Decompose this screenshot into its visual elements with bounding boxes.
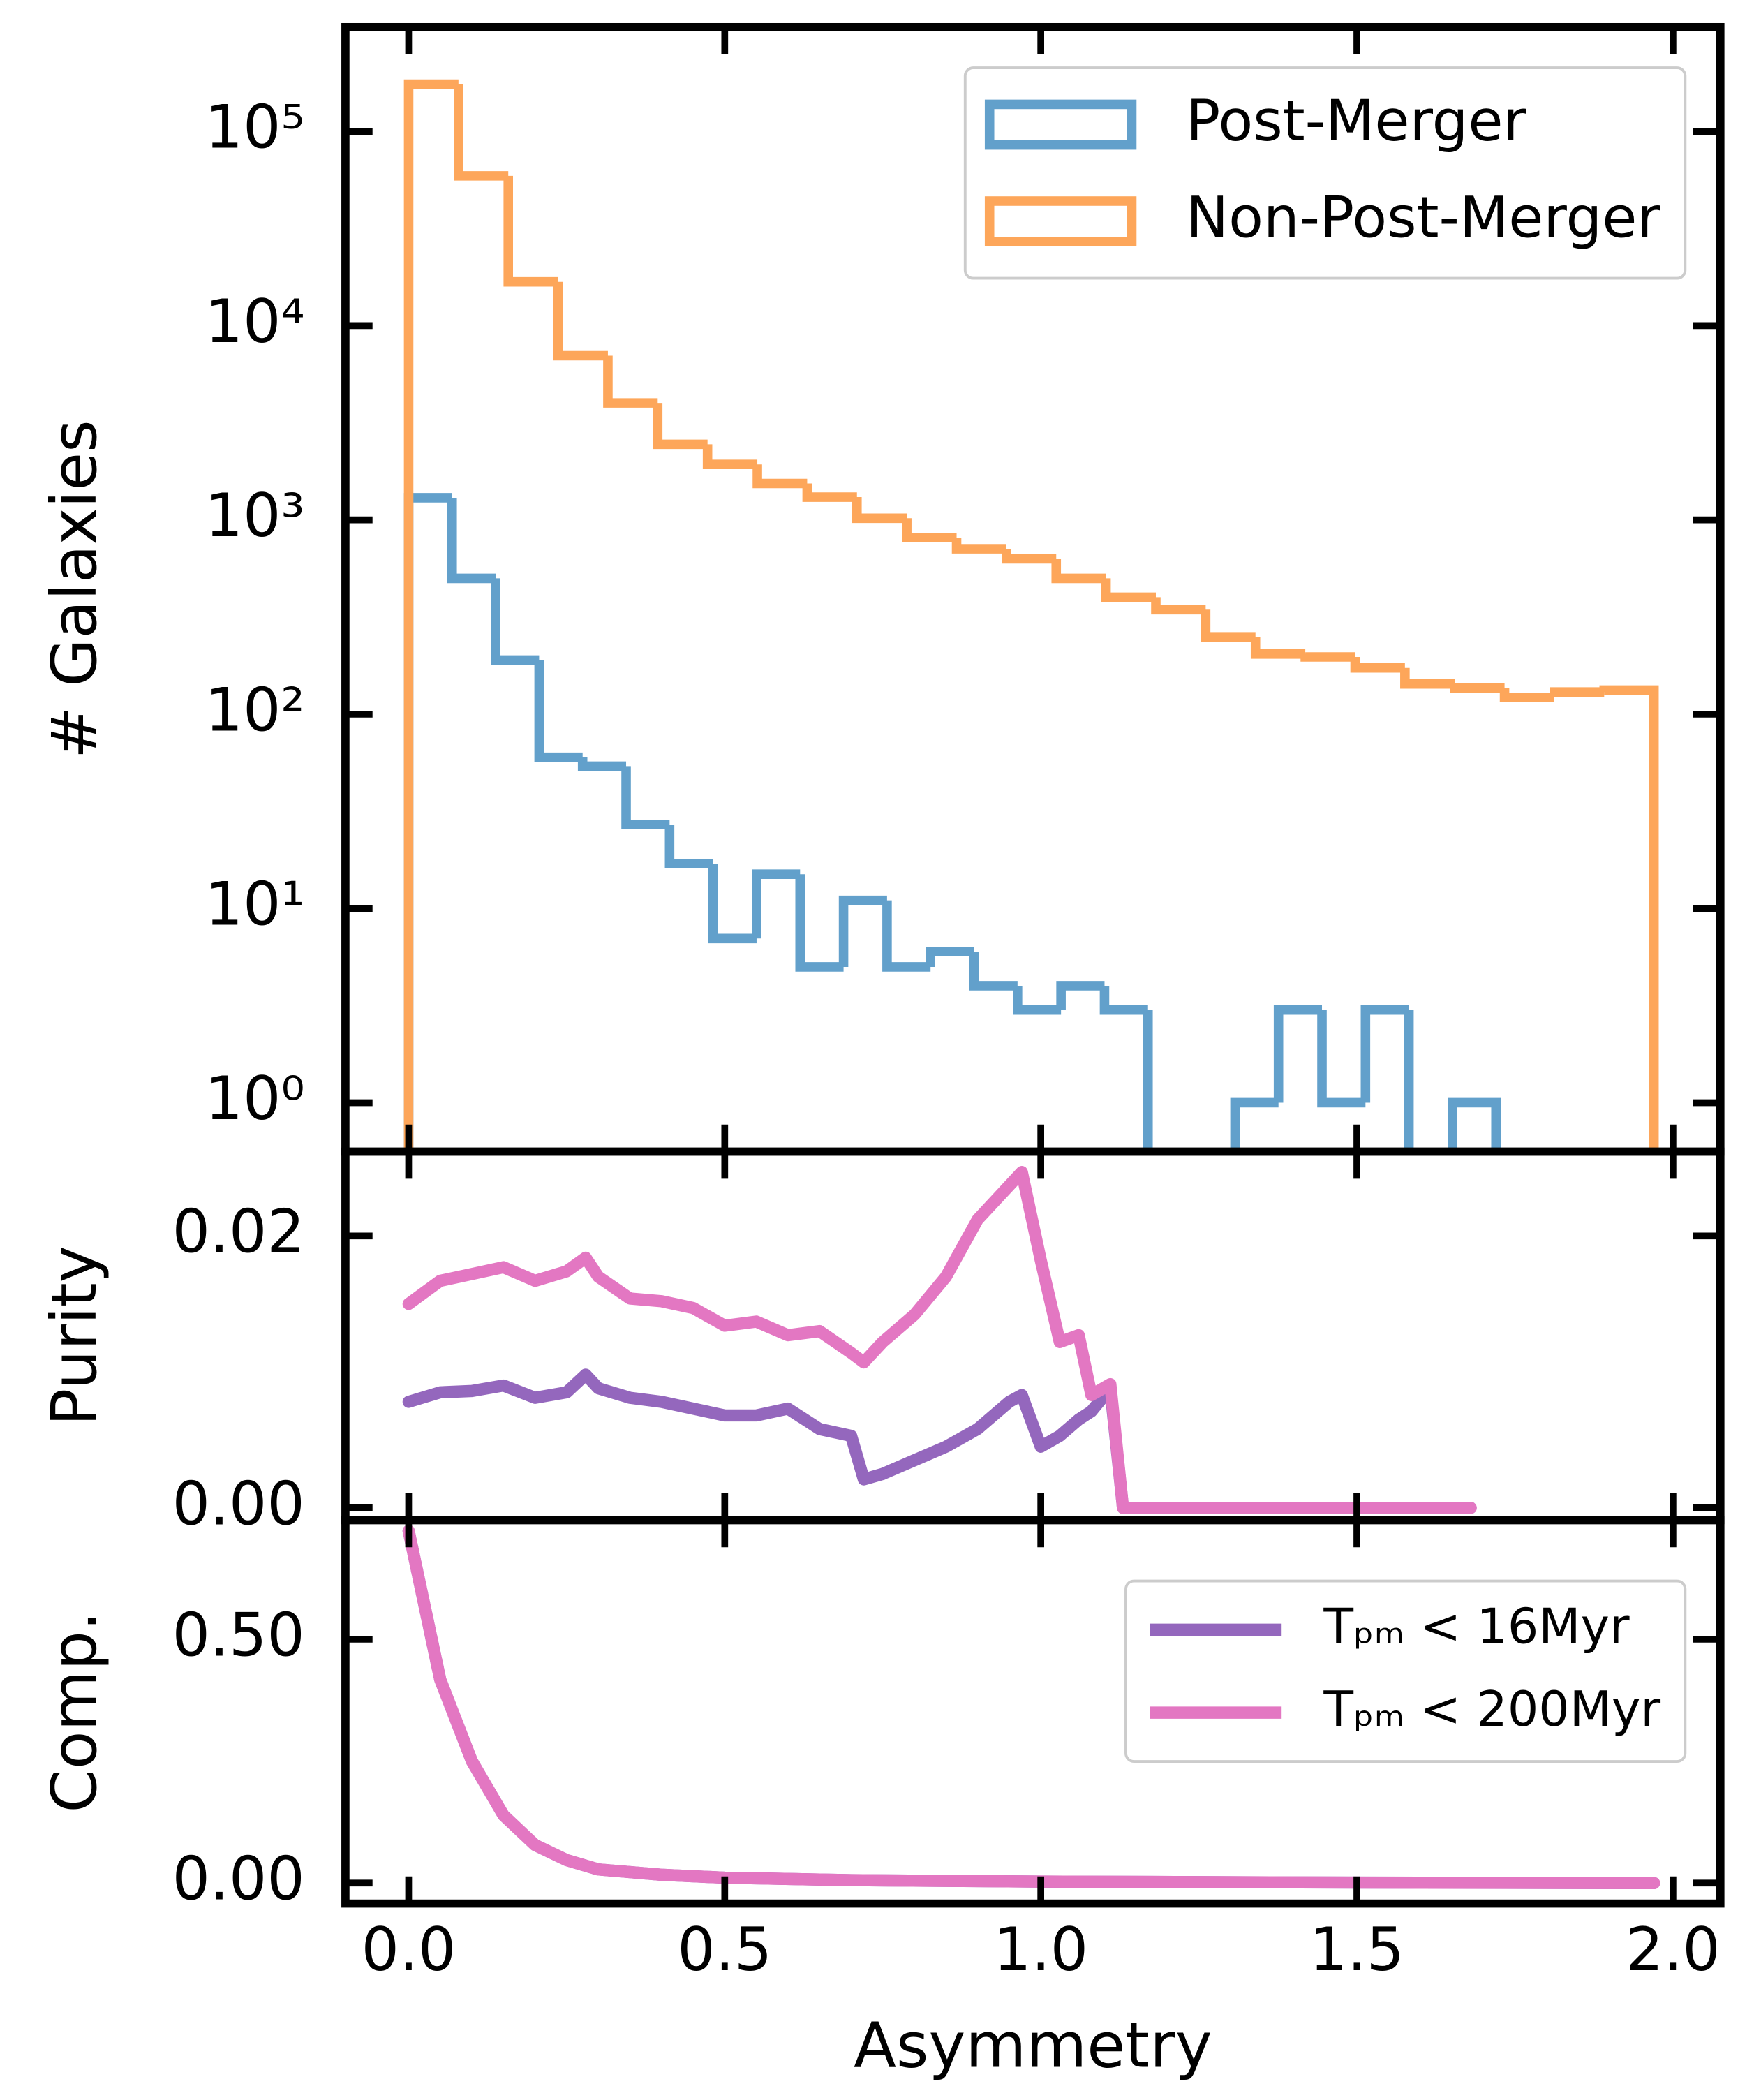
legend-swatch <box>984 196 1137 247</box>
y-tick-label: 0.02 <box>172 1198 305 1267</box>
hist-bin <box>1404 1010 1414 1152</box>
y-axis-label: Comp. <box>38 1611 111 1813</box>
hist-bin <box>1550 687 1605 697</box>
hist-bin <box>1599 685 1659 1152</box>
hist-bin <box>708 864 757 944</box>
hist-bin <box>1013 985 1062 1015</box>
legend: Tₚₘ < 16Myr Tₚₘ < 200Myr <box>1124 1579 1687 1763</box>
hist-bin <box>1250 637 1306 659</box>
hist-bin <box>838 895 887 967</box>
legend-label: Non-Post-Merger <box>1186 185 1660 251</box>
hist-bin <box>951 538 1006 554</box>
plot-area <box>403 79 1659 1152</box>
hist-bin <box>1099 985 1148 1015</box>
y-tick-label: 0.00 <box>172 1845 305 1914</box>
hist-bin <box>603 355 658 408</box>
hist-bin <box>577 757 627 771</box>
hist-bin <box>1317 1010 1366 1108</box>
hist-bin <box>702 444 758 469</box>
hist-bin <box>1201 609 1256 642</box>
y-axis-label: Purity <box>38 1245 111 1426</box>
plot-area <box>402 1166 1477 1514</box>
y-tick-label: 10¹ <box>205 871 305 940</box>
hist-bin <box>1101 578 1156 602</box>
y-tick-label: 10⁴ <box>205 288 305 357</box>
hist-bin <box>491 578 540 665</box>
y-tick-label: 0.50 <box>172 1601 305 1670</box>
hist-bin <box>752 464 808 489</box>
hist-bin <box>1002 549 1057 564</box>
y-tick-label: 10² <box>205 676 305 745</box>
hist-bin <box>447 497 496 584</box>
hist-bin <box>1450 683 1505 693</box>
hist-bin <box>534 660 583 762</box>
hist-bin <box>969 951 1018 991</box>
legend: Post-Merger Non-Post-Merger <box>963 66 1687 280</box>
hist-bin <box>1360 1005 1409 1103</box>
legend-frame <box>963 66 1687 280</box>
hist-bin <box>1051 559 1106 584</box>
legend-swatch <box>984 99 1137 150</box>
line-series <box>402 1166 1477 1514</box>
hist-bin <box>802 483 857 502</box>
hist-bin <box>1400 667 1455 689</box>
hist-bin <box>926 947 974 967</box>
hist-bin <box>503 175 558 287</box>
hist-bin <box>1230 1097 1279 1152</box>
x-tick-label: 1.0 <box>993 1916 1088 1985</box>
y-tick-label: 10³ <box>205 482 305 551</box>
hist-bin <box>902 518 957 542</box>
hist-bin <box>795 874 844 972</box>
hist-bin <box>1273 1005 1323 1103</box>
hist-bin <box>1300 652 1355 662</box>
hist-bin <box>1499 688 1554 702</box>
hist-bin <box>621 766 670 829</box>
hist-bin <box>664 825 713 868</box>
hist-bin <box>1350 656 1405 673</box>
x-tick-label: 2.0 <box>1626 1916 1721 1985</box>
hist-bin <box>752 869 801 939</box>
legend-label: Tₚₘ < 16Myr <box>1323 1598 1630 1655</box>
hist-bin <box>454 84 509 181</box>
hist-bin <box>403 493 452 1152</box>
hist-bin <box>1448 1097 1501 1152</box>
hist-bin <box>1056 981 1105 1010</box>
hist-bin <box>653 403 708 450</box>
hist-bin <box>1143 1010 1153 1152</box>
hist-bin <box>553 281 608 361</box>
x-tick-label: 0.0 <box>362 1916 456 1985</box>
y-tick-label: 10⁵ <box>205 94 305 163</box>
hist-bin <box>852 497 907 524</box>
hist-bin <box>882 900 931 972</box>
x-tick-label: 0.5 <box>677 1916 772 1985</box>
legend-label: Post-Merger <box>1186 88 1526 154</box>
axes-frame <box>341 1516 1725 1908</box>
y-tick-label: 10⁰ <box>205 1065 305 1134</box>
line-series <box>402 1368 1477 1514</box>
hist-bin <box>1151 597 1206 615</box>
y-tick-label: 0.00 <box>172 1470 305 1539</box>
x-axis-label: Asymmetry <box>854 2010 1212 2083</box>
hist-bin <box>403 79 459 1152</box>
x-tick-label: 1.5 <box>1309 1916 1404 1985</box>
legend-label: Tₚₘ < 200Myr <box>1323 1681 1660 1738</box>
y-axis-label: # Galaxies <box>38 420 111 759</box>
